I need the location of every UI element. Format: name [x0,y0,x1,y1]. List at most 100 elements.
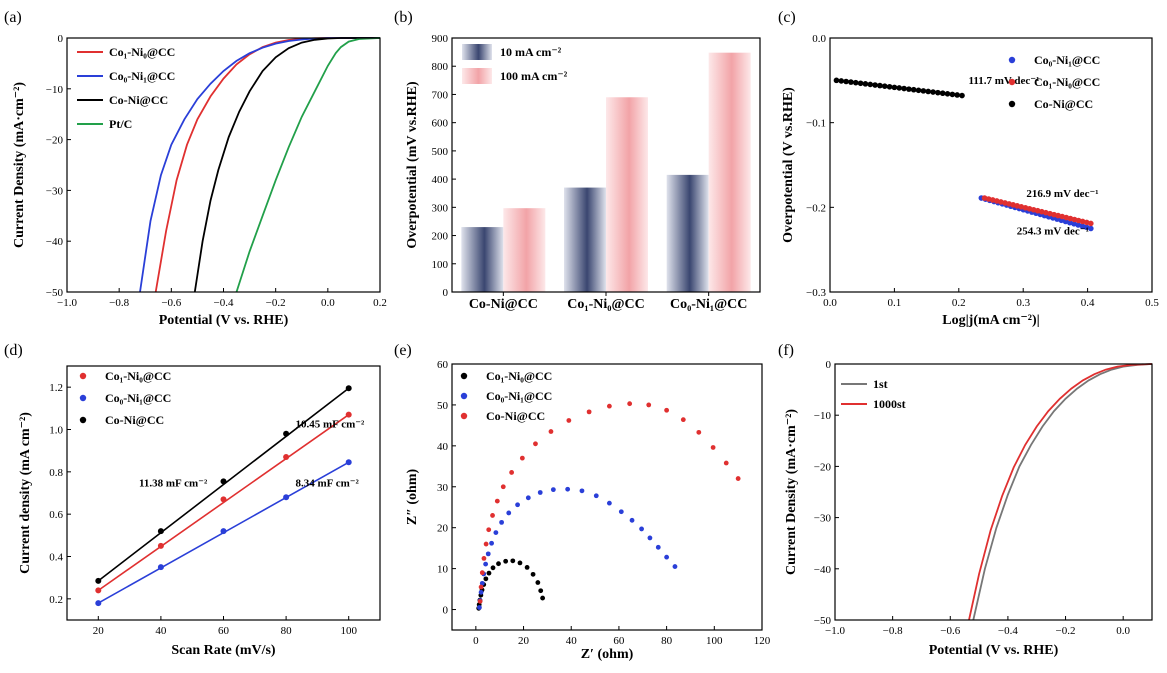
x-tick-label: −0.4 [998,625,1018,637]
x-tick-label: 80 [661,635,673,647]
x-axis-title: Scan Rate (mV/s) [171,643,276,658]
data-point [95,600,102,607]
legend-label: 1st [873,377,888,391]
y-tick-label: 900 [432,33,449,45]
y-tick-label: 0.4 [49,552,63,564]
x-tick-label: −0.6 [161,297,181,309]
x-tick-label: 60 [218,625,230,637]
x-axis-title: Potential (V vs. RHE) [159,313,289,328]
panel-f: (f) −1.0 −0.8 −0.6 −0.4 −0.2 0.0 −50 −40 −30 −20 −1… [778,342,1153,658]
legend-label: Co-Ni@CC [1034,97,1093,111]
data-point [509,470,515,475]
data-point [565,486,571,492]
y-tick-label: −40 [46,236,64,248]
data-point [490,513,495,518]
data-point [930,89,936,95]
data-point [524,564,530,570]
y-tick-label: 0 [58,33,64,45]
y-tick-label: −50 [814,615,832,627]
x-tick-label: −0.8 [109,297,129,309]
data-point [857,80,864,87]
data-point [606,500,612,506]
panel-letter: (e) [394,342,412,359]
legend-swatch [79,416,87,424]
data-point [493,530,499,536]
y-tick-label: 0.0 [812,33,826,45]
x-tick-label: 0.1 [888,297,902,309]
data-point [157,564,164,571]
data-point [345,411,352,418]
x-tick-label: −0.2 [266,297,286,309]
y-axis-title: Overpotential (V vs.RHE) [781,87,796,243]
legend-label: Co₀-Ni₁@CC [109,69,175,83]
y-tick-label: 300 [432,202,449,214]
y-tick-label: −10 [814,410,832,422]
legend-swatch [462,44,492,60]
bar [461,227,504,292]
x-tick-label: 0.2 [952,297,966,309]
x-tick-label: −1.0 [825,625,845,637]
fit-line [97,387,350,582]
data-point [901,85,907,92]
legend-label: Co₀-Ni₁@CC [105,391,171,405]
data-point [220,528,227,535]
data-point [533,441,538,447]
data-point [647,535,653,541]
data-point [479,570,485,576]
x-tick-label: 100 [706,635,723,647]
legend-label: 10 mA cm⁻² [500,45,562,59]
panel-b: Co-Ni@CC Co₁-Ni₀@CC Co₀-Ni₁@CC (b) 0 100 200 30… [394,9,761,312]
y-tick-label: −40 [814,564,832,576]
x-tick-label: −1.0 [57,297,77,309]
data-point [499,519,504,525]
data-point [1083,224,1090,231]
x-tick-label: 60 [613,635,625,647]
legend-swatch [79,372,87,380]
data-point [1079,223,1086,229]
data-point [606,403,612,409]
data-point [483,561,489,567]
bar [666,174,709,292]
data-point [1088,225,1094,232]
x-tick-label: 20 [93,625,105,637]
series-line [154,37,380,293]
data-point [525,495,531,501]
x-tick-label: 40 [155,625,167,637]
data-point [515,502,520,508]
x-tick-label: 0 [473,635,479,647]
series-line [193,37,380,293]
panel-letter: (d) [4,342,23,359]
y-tick-label: 400 [432,174,449,186]
legend-swatch [460,372,468,380]
data-point [639,526,644,532]
y-tick-label: 50 [437,400,449,412]
y-tick-label: −30 [46,185,64,197]
data-point [494,498,500,504]
data-point [593,493,599,499]
data-point [485,551,491,557]
data-point [220,478,227,485]
category-label: Co₀-Ni₁@CC [670,297,747,312]
data-point [157,542,164,549]
data-point [881,83,888,89]
data-point [95,587,102,594]
x-tick-label: 100 [340,625,357,637]
y-tick-label: −0.3 [806,287,826,299]
data-point [530,571,536,577]
data-point [1066,219,1073,226]
data-point [710,445,716,450]
category-label: Co₁-Ni₀@CC [567,297,644,312]
data-point [345,385,352,392]
data-point [496,561,501,567]
data-point [618,509,624,515]
data-point [852,79,859,86]
data-point [877,82,883,89]
y-tick-label: 600 [432,118,449,130]
data-point [959,92,965,99]
panel-letter: (f) [778,342,794,359]
plot-frame [834,363,1153,621]
x-tick-label: 0.0 [321,297,335,309]
bar [503,208,546,292]
x-tick-label: 0.5 [1145,297,1159,309]
y-tick-label: −20 [46,135,64,147]
